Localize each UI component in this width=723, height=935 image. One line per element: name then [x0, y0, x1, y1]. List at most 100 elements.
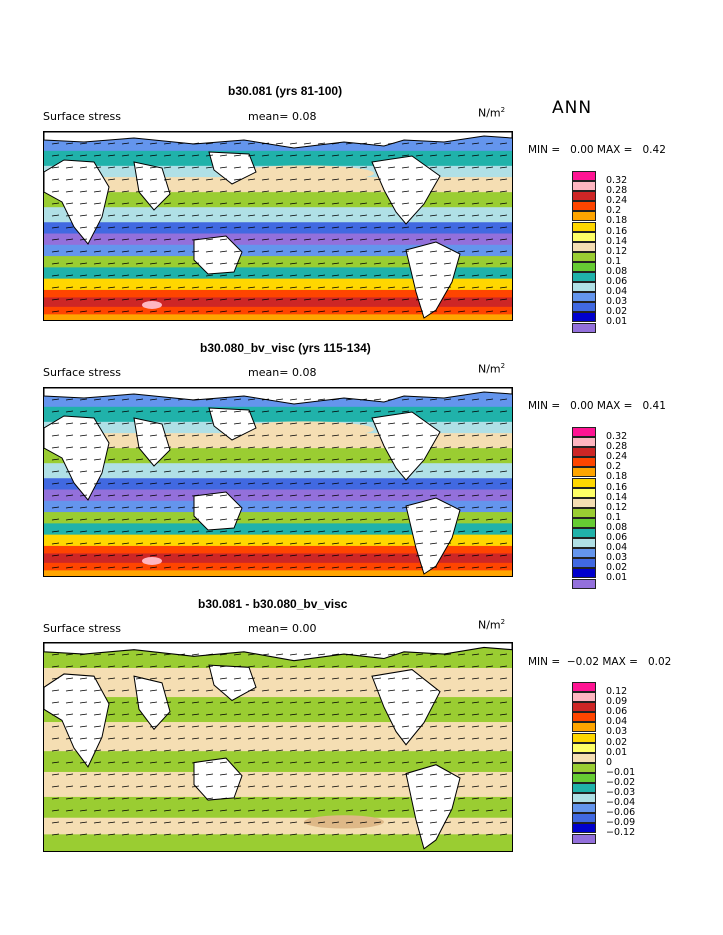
wind-vector — [177, 821, 186, 824]
wind-vector — [485, 530, 494, 533]
wind-vector — [471, 298, 480, 301]
stress-band — [44, 751, 512, 773]
wind-vector — [345, 689, 354, 692]
wind-vector — [121, 761, 130, 764]
wind-vector — [233, 214, 242, 217]
wind-vector — [65, 298, 74, 301]
wind-vector — [443, 518, 452, 521]
legend-swatch — [572, 823, 596, 834]
wind-vector — [65, 653, 74, 656]
wind-vector — [219, 785, 228, 788]
wind-vector — [499, 142, 508, 145]
wind-vector — [471, 530, 480, 533]
panel-1-field: Surface stress — [43, 110, 121, 123]
wind-vector — [219, 190, 228, 193]
wind-vector — [317, 202, 326, 205]
wind-vector — [303, 689, 312, 692]
wind-vector — [177, 713, 186, 716]
wind-vector — [79, 773, 88, 776]
wind-vector — [373, 262, 382, 265]
wind-vector — [289, 238, 298, 241]
wind-vector — [359, 178, 368, 181]
wind-vector — [135, 446, 144, 449]
wind-vector — [415, 458, 424, 461]
wind-vector — [373, 677, 382, 680]
wind-vector — [261, 202, 270, 205]
wind-vector — [415, 506, 424, 509]
wind-vector — [303, 410, 312, 413]
legend-swatch — [572, 803, 596, 814]
wind-vector — [303, 749, 312, 752]
wind-vector — [51, 142, 60, 145]
wind-vector — [415, 665, 424, 668]
wind-vector — [149, 530, 158, 533]
wind-vector — [415, 310, 424, 313]
wind-vector — [93, 166, 102, 169]
wind-vector — [485, 434, 494, 437]
wind-vector — [387, 833, 396, 836]
wind-vector — [219, 178, 228, 181]
wind-vector — [79, 410, 88, 413]
wind-vector — [289, 737, 298, 740]
wind-vector — [457, 482, 466, 485]
wind-vector — [485, 749, 494, 752]
wind-vector — [485, 190, 494, 193]
wind-vector — [359, 274, 368, 277]
wind-vector — [471, 446, 480, 449]
wind-vector — [303, 737, 312, 740]
wind-vector — [149, 797, 158, 800]
wind-vector — [401, 214, 410, 217]
wind-vector — [205, 761, 214, 764]
wind-vector — [177, 653, 186, 656]
wind-vector — [359, 470, 368, 473]
wind-vector — [289, 286, 298, 289]
wind-vector — [191, 274, 200, 277]
wind-vector — [275, 677, 284, 680]
wind-vector — [499, 166, 508, 169]
wind-vector — [499, 250, 508, 253]
wind-vector — [135, 482, 144, 485]
wind-vector — [289, 542, 298, 545]
wind-vector — [107, 202, 116, 205]
wind-vector — [345, 725, 354, 728]
wind-vector — [401, 665, 410, 668]
wind-vector — [149, 446, 158, 449]
wind-vector — [373, 689, 382, 692]
wind-vector — [457, 785, 466, 788]
wind-vector — [345, 773, 354, 776]
wind-vector — [359, 482, 368, 485]
wind-vector — [331, 542, 340, 545]
wind-vector — [121, 797, 130, 800]
wind-vector — [93, 785, 102, 788]
wind-vector — [149, 653, 158, 656]
wind-vector — [93, 154, 102, 157]
wind-vector — [401, 554, 410, 557]
wind-vector — [331, 274, 340, 277]
wind-vector — [289, 470, 298, 473]
wind-vector — [93, 665, 102, 668]
wind-vector — [107, 689, 116, 692]
wind-vector — [93, 142, 102, 145]
wind-vector — [205, 310, 214, 313]
wind-vector — [401, 737, 410, 740]
wind-vector — [51, 238, 60, 241]
wind-vector — [233, 398, 242, 401]
wind-vector — [205, 749, 214, 752]
wind-vector — [471, 737, 480, 740]
wind-vector — [233, 422, 242, 425]
wind-vector — [191, 506, 200, 509]
wind-vector — [163, 566, 172, 569]
wind-vector — [289, 458, 298, 461]
wind-vector — [331, 154, 340, 157]
wind-vector — [485, 725, 494, 728]
wind-vector — [233, 286, 242, 289]
wind-vector — [289, 446, 298, 449]
wind-vector — [65, 214, 74, 217]
wind-vector — [359, 701, 368, 704]
wind-vector — [373, 470, 382, 473]
wind-vector — [443, 725, 452, 728]
wind-vector — [121, 689, 130, 692]
wind-vector — [205, 190, 214, 193]
wind-vector — [471, 310, 480, 313]
wind-vector — [331, 761, 340, 764]
